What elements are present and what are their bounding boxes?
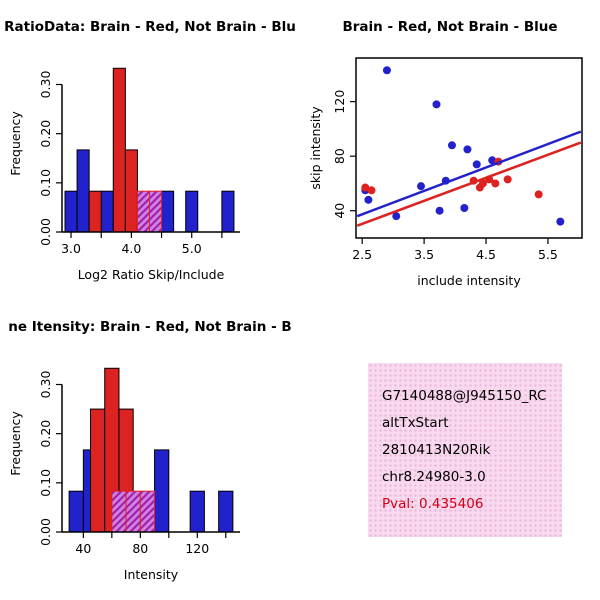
y-tick-label: 0.00 [38, 518, 53, 546]
hist-gene-intensity-svg: ne Itensity: Brain - Red, Not Brain - B 4… [8, 319, 292, 582]
pval-text: Pval: 0.435406 [382, 496, 484, 512]
x-tick-label: 4.5 [476, 247, 496, 262]
point-not-brain [364, 195, 373, 204]
gene-info-panel: G7140488@J945150_RC altTxStart 2810413N2… [300, 300, 600, 600]
hist-bar-notbrain [218, 490, 234, 533]
hist-bar-notbrain [189, 490, 205, 533]
x-tick-label: 5.0 [182, 241, 202, 256]
y-axis-label: Frequency [8, 111, 23, 176]
point-not-brain [447, 141, 456, 150]
y-axis-label: Frequency [8, 411, 23, 476]
point-brain [361, 183, 370, 192]
x-tick-label: 3.0 [61, 241, 81, 256]
point-not-brain [463, 145, 472, 154]
locus-text: chr8.24980-3.0 [382, 469, 486, 485]
y-tick-label: 0.20 [38, 120, 53, 148]
chart-title: RatioData: Brain - Red, Not Brain - Blu [4, 19, 296, 35]
hist-bar-notbrain [154, 449, 170, 533]
x-axis-label: Log2 Ratio Skip/Include [78, 267, 225, 282]
hist-bar-overlap [111, 490, 127, 533]
hist-bar-overlap [136, 190, 150, 233]
x-tick-label: 40 [75, 541, 91, 556]
point-brain [367, 186, 376, 195]
point-not-brain [556, 217, 565, 226]
y-tick-label: 0.30 [38, 71, 53, 99]
x-axis-label: Intensity [124, 567, 179, 582]
probe-id-text: G7140488@J945150_RC [382, 388, 547, 404]
y-tick-label: 0.30 [38, 371, 53, 399]
red-fit-line [356, 141, 582, 227]
point-brain [491, 179, 500, 188]
x-tick-label: 3.5 [414, 247, 434, 262]
hist-bar-notbrain [68, 490, 84, 533]
event-type-text: altTxStart [382, 415, 449, 431]
point-not-brain [472, 160, 481, 169]
y-axis-label: skip intensity [308, 106, 323, 190]
y-tick-label: 0.10 [38, 169, 53, 197]
y-tick-label: 120 [332, 90, 347, 114]
hist-bar-notbrain [161, 190, 175, 233]
point-brain [478, 179, 487, 188]
hist-log2-ratio-svg: RatioData: Brain - Red, Not Brain - Blu 3… [4, 19, 296, 282]
point-brain [534, 190, 543, 199]
x-axis-label: include intensity [417, 273, 521, 288]
point-not-brain [435, 206, 444, 215]
point-not-brain [432, 100, 441, 109]
scatter-skip-vs-include-panel: Brain - Red, Not Brain - Blue 2.5 3.5 4.5 5.… [300, 0, 600, 300]
hist-bar-brain [112, 67, 126, 233]
histogram-gene-intensity-panel: ne Itensity: Brain - Red, Not Brain - B 4… [0, 300, 300, 600]
hist-bar-notbrain [185, 190, 199, 233]
hist-bar-brain [88, 190, 102, 233]
y-tick-label: 80 [332, 148, 347, 164]
hist-bar-overlap [139, 490, 156, 533]
hist-bar-notbrain [100, 190, 114, 233]
point-not-brain [417, 182, 426, 191]
y-tick-label: 40 [332, 203, 347, 219]
x-tick-label: 5.5 [538, 247, 558, 262]
x-tick-label: 120 [185, 541, 209, 556]
point-not-brain [382, 66, 391, 75]
scatter-intensity-svg: Brain - Red, Not Brain - Blue 2.5 3.5 4.5 5.… [308, 19, 583, 288]
x-tick-label: 2.5 [352, 247, 372, 262]
histogram-log2-ratio-panel: RatioData: Brain - Red, Not Brain - Blu 3… [0, 0, 300, 300]
hist-bar-notbrain [221, 190, 235, 233]
hist-bar-brain [124, 149, 138, 233]
gene-symbol-text: 2810413N20Rik [382, 442, 491, 458]
gene-info-box: G7140488@J945150_RC altTxStart 2810413N2… [368, 363, 562, 537]
hist-bar-overlap [125, 490, 141, 533]
hist-bar-overlap [148, 190, 163, 233]
y-tick-label: 0.00 [38, 218, 53, 246]
chart-title: Brain - Red, Not Brain - Blue [342, 19, 557, 35]
plot-box [355, 57, 583, 239]
point-brain [503, 175, 512, 184]
point-not-brain [392, 212, 401, 221]
y-tick-label: 0.20 [38, 420, 53, 448]
chart-title: ne Itensity: Brain - Red, Not Brain - B [8, 319, 291, 335]
hist-bar-notbrain [76, 149, 90, 233]
x-tick-label: 80 [132, 541, 148, 556]
hist-bar-notbrain [64, 190, 78, 233]
hist-bar-brain [89, 408, 106, 533]
point-not-brain [488, 156, 497, 165]
y-tick-label: 0.10 [38, 469, 53, 497]
blue-fit-line [356, 130, 582, 218]
x-tick-label: 4.0 [121, 241, 141, 256]
point-not-brain [460, 204, 469, 212]
